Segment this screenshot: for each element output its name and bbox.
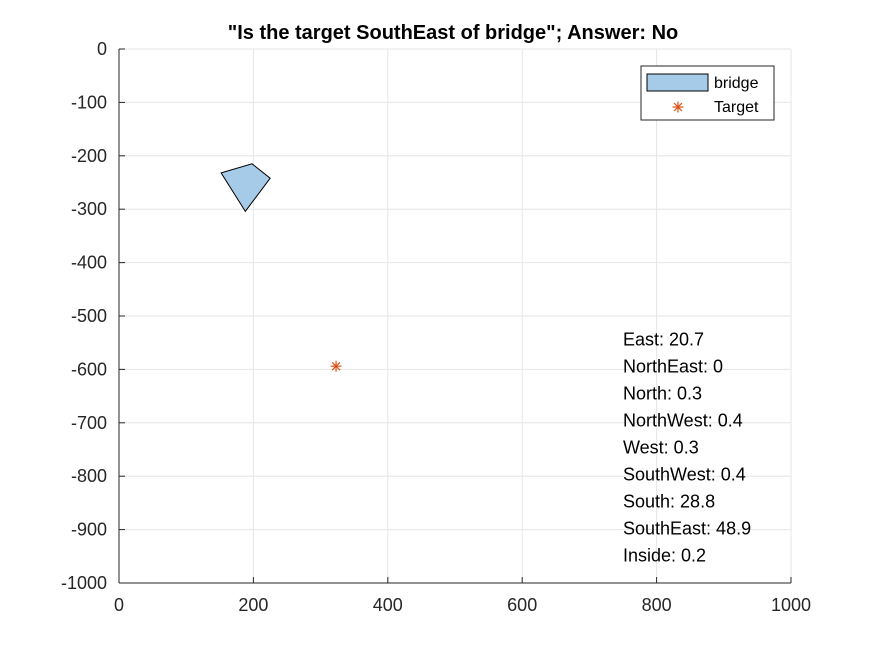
annotation-line: South: 28.8 — [623, 491, 715, 511]
legend-label: bridge — [714, 75, 759, 92]
grid — [118, 48, 792, 584]
legend-swatch-target — [672, 101, 684, 113]
y-tick-label: -100 — [71, 92, 107, 112]
y-tick-label: 0 — [97, 39, 107, 59]
y-tick-label: -600 — [71, 359, 107, 379]
annotation-line: West: 0.3 — [623, 437, 699, 457]
annotation-line: NorthWest: 0.4 — [623, 410, 743, 430]
annotation-line: SouthWest: 0.4 — [623, 464, 746, 484]
y-tick-label: -400 — [71, 253, 107, 273]
x-tick-label: 0 — [114, 595, 124, 615]
y-tick-label: -1000 — [61, 573, 107, 593]
y-tick-label: -500 — [71, 306, 107, 326]
annotation-line: North: 0.3 — [623, 383, 702, 403]
x-tick-label: 800 — [642, 595, 672, 615]
legend-swatch-bridge — [646, 73, 709, 92]
y-tick-label: -900 — [71, 520, 107, 540]
annotation-line: East: 20.7 — [623, 329, 704, 349]
legend-label: Target — [714, 99, 759, 116]
x-tick-label: 600 — [507, 595, 537, 615]
y-tick-label: -800 — [71, 466, 107, 486]
x-tick-label: 200 — [238, 595, 268, 615]
target-marker — [330, 360, 342, 372]
annotation-line: Inside: 0.2 — [623, 545, 706, 565]
legend: bridge Target — [640, 65, 775, 121]
y-tick-label: -700 — [71, 413, 107, 433]
y-tick-label: -200 — [71, 146, 107, 166]
annotation-line: SouthEast: 48.9 — [623, 518, 751, 538]
x-tick-label: 400 — [373, 595, 403, 615]
x-tick-label: 1000 — [771, 595, 811, 615]
bridge-polygon — [220, 163, 271, 213]
axes — [118, 48, 792, 584]
annotation-block: East: 20.7 NorthEast: 0 North: 0.3 NorthWes… — [623, 329, 751, 565]
y-tick-label: -300 — [71, 199, 107, 219]
annotation-line: NorthEast: 0 — [623, 356, 723, 376]
chart-title: "Is the target SouthEast of bridge"; Ans… — [228, 22, 678, 44]
series-layer — [220, 163, 342, 372]
tick-labels: 0 200 400 600 800 1000 0 -100 -200 -300 -400 -500 -6… — [61, 39, 811, 615]
